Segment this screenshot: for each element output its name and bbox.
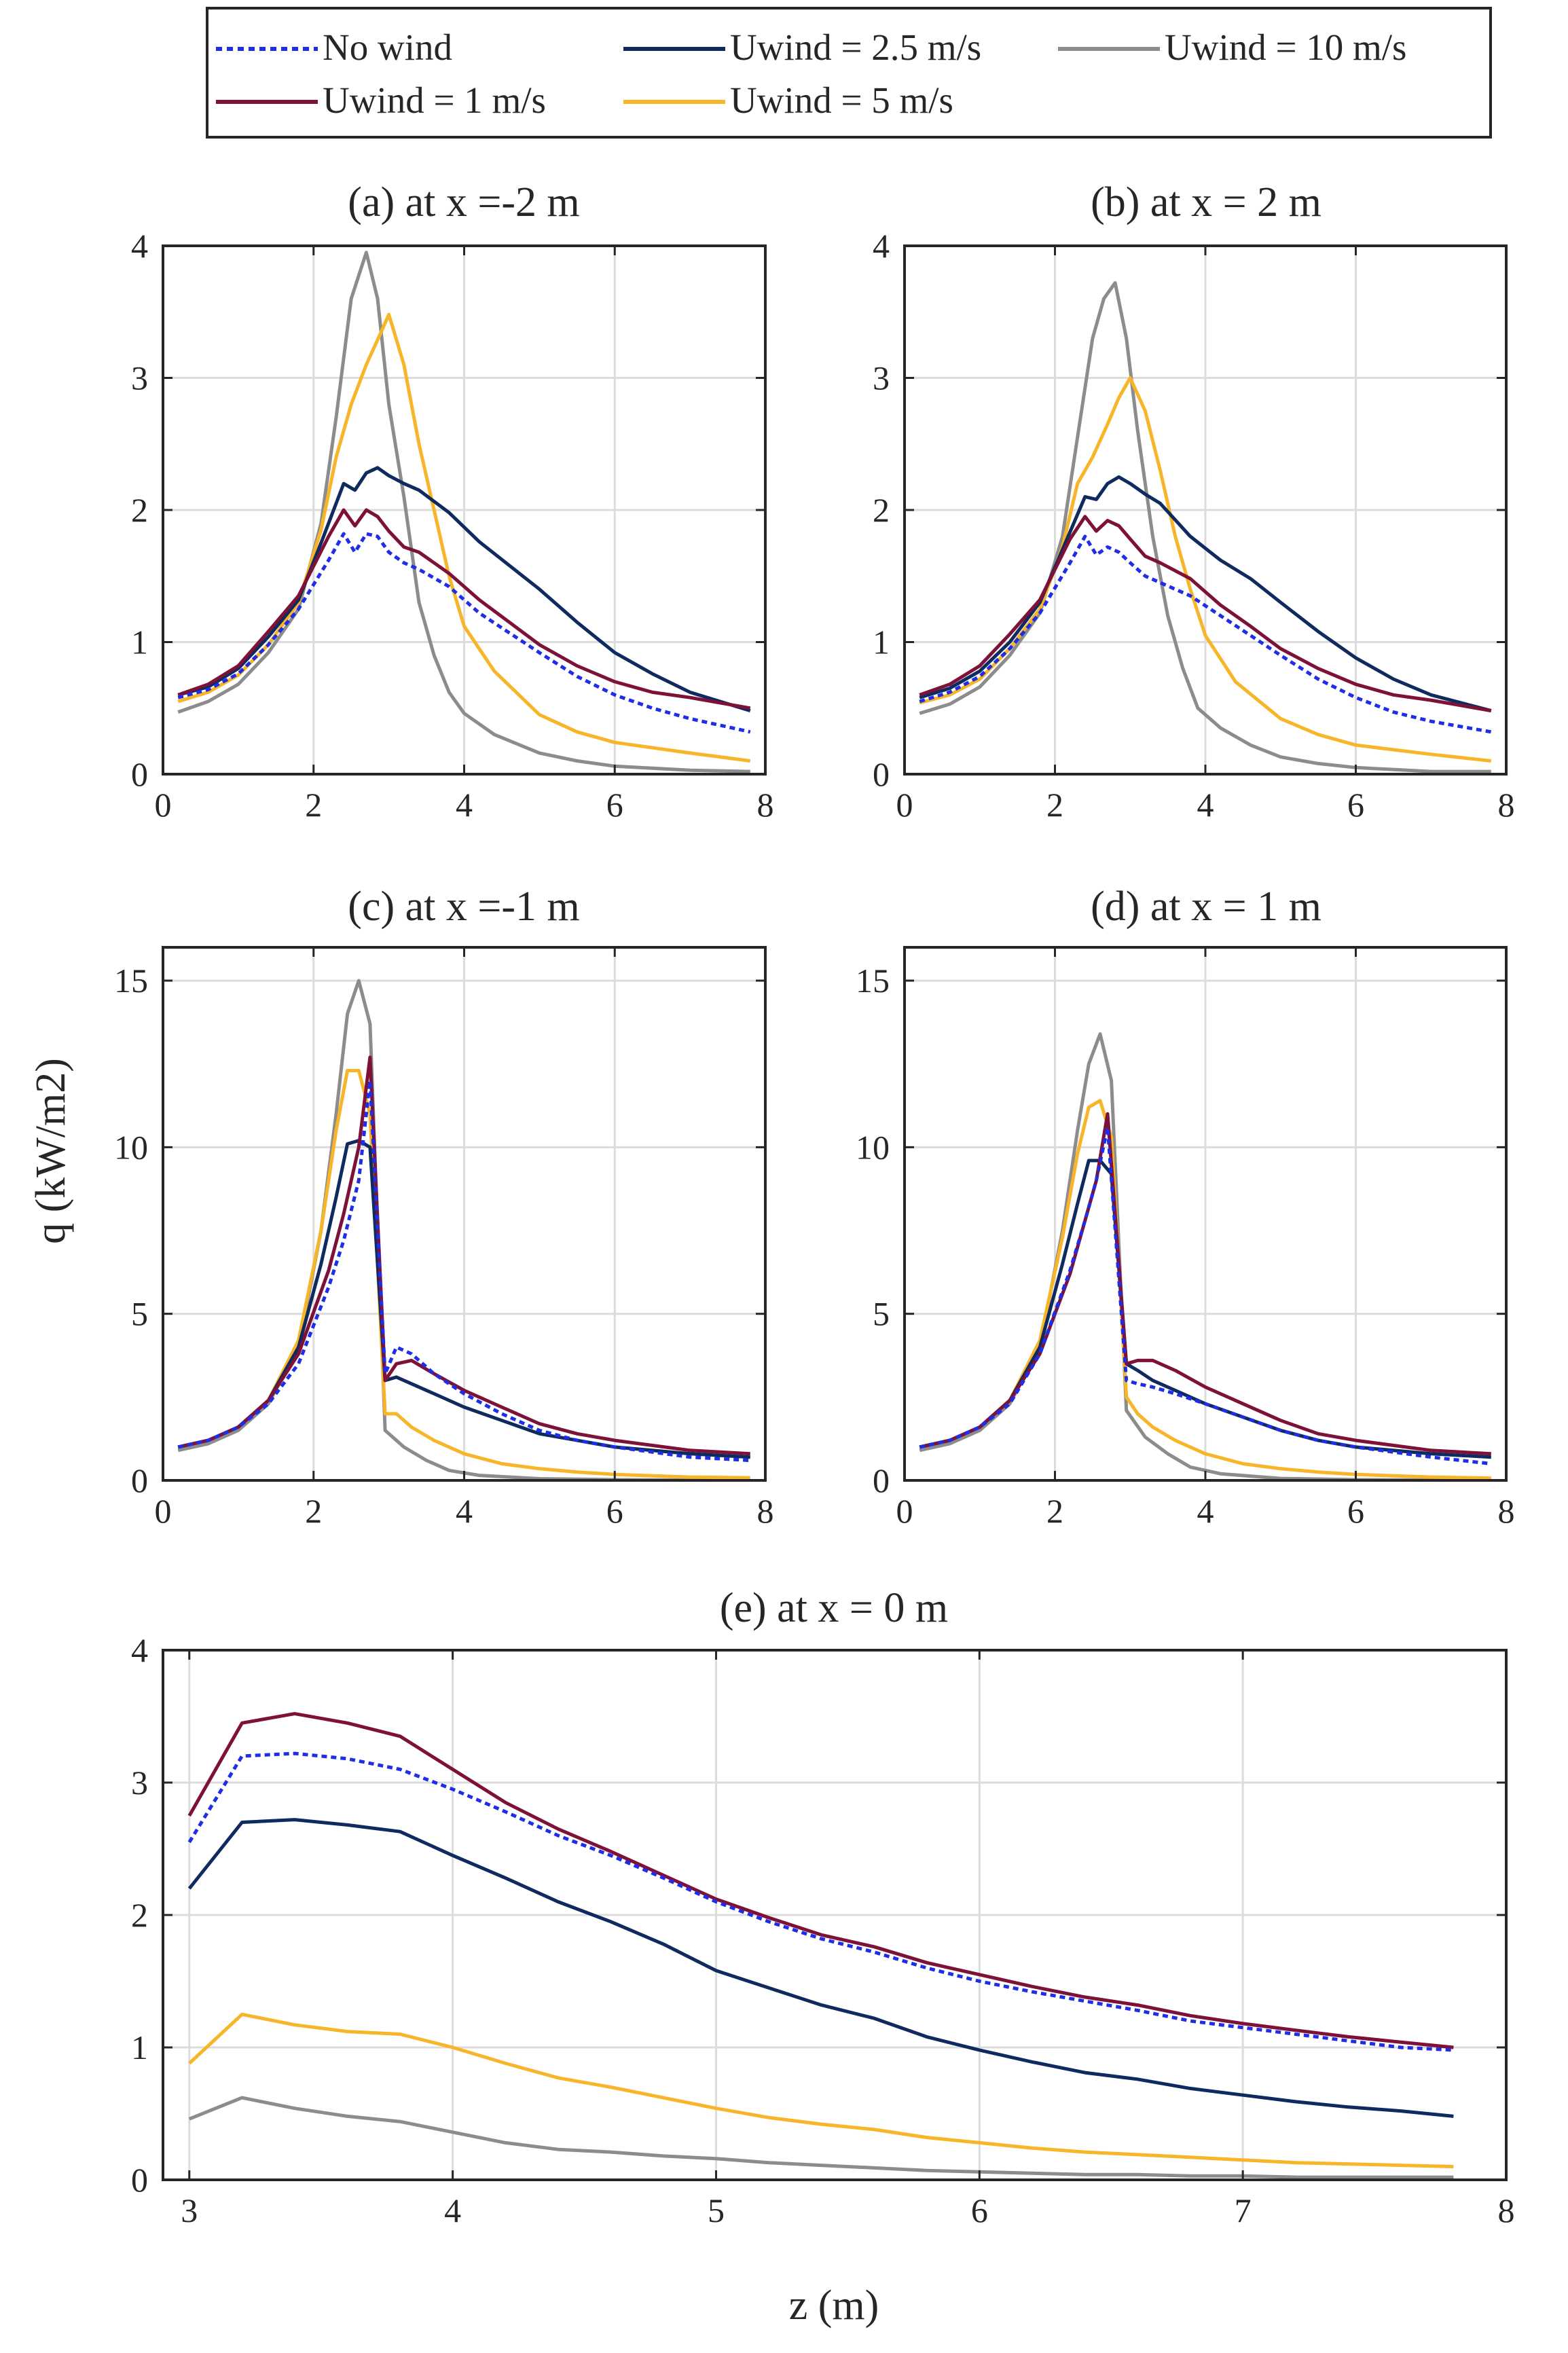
- panel-b: 0 2 4 6 8 0 1 2 3 4: [873, 227, 1515, 824]
- x-tick-label: 6: [606, 1492, 623, 1530]
- y-tick-label: 3: [131, 1764, 148, 1802]
- series-line-uwind-1-m-s: [177, 508, 751, 710]
- series-line-no-wind: [187, 1751, 1454, 2052]
- x-tick-label: 8: [757, 786, 774, 824]
- x-tick-label: 6: [971, 2191, 988, 2229]
- y-tick-label: 2: [131, 491, 148, 529]
- panel-title-b: (b) at x = 2 m: [1091, 179, 1321, 225]
- series-line-no-wind: [177, 1078, 750, 1463]
- panel-title-c: (c) at x =-1 m: [348, 883, 579, 930]
- x-tick-label: 4: [1197, 1492, 1214, 1530]
- x-tick-label: 8: [1498, 2191, 1515, 2229]
- y-tick-label: 15: [856, 962, 890, 1000]
- panel-title-e: (e) at x = 0 m: [720, 1585, 948, 1631]
- y-tick-label: 3: [873, 359, 890, 397]
- x-tick-label: 7: [1235, 2191, 1252, 2229]
- y-tick-label: 0: [131, 755, 148, 793]
- panel-d: 0 2 4 6 8 0 5 10 15: [856, 946, 1515, 1530]
- x-tick-label: 8: [1498, 1492, 1515, 1530]
- series-line-uwind-1-m-s: [919, 515, 1492, 713]
- y-tick-label: 1: [131, 623, 148, 661]
- x-tick-label: 2: [1046, 1492, 1063, 1530]
- x-tick-label: 0: [155, 786, 172, 824]
- x-axis-label: z (m): [789, 2282, 879, 2329]
- x-tick-label: 4: [1197, 786, 1214, 824]
- panel-title-a: (a) at x =-2 m: [348, 179, 579, 225]
- series-line-uwind-5-m-s: [919, 376, 1492, 763]
- legend-label-uwind-1: Uwind = 1 m/s: [323, 79, 546, 121]
- panel-c: 0 2 4 6 8 0 5 10 15: [114, 946, 774, 1530]
- x-tick-label: 0: [896, 1492, 913, 1530]
- series-line-uwind-1-m-s: [177, 1055, 750, 1456]
- y-tick-label: 10: [114, 1128, 148, 1166]
- x-tick-label: 6: [606, 786, 623, 824]
- y-tick-label: 5: [131, 1295, 148, 1333]
- y-tick-label: 1: [131, 2028, 148, 2066]
- y-tick-label: 3: [131, 359, 148, 397]
- x-tick-label: 4: [444, 2191, 461, 2229]
- x-tick-label: 4: [456, 786, 473, 824]
- y-tick-label: 10: [856, 1128, 890, 1166]
- series-line-no-wind: [919, 1125, 1492, 1465]
- series-line-uwind-10-m-s: [177, 251, 750, 773]
- legend: No wind Uwind = 2.5 m/s Uwind = 10 m/s U…: [206, 7, 1492, 139]
- panel-title-d: (d) at x = 1 m: [1091, 883, 1321, 930]
- panel-a: 0 2 4 6 8 0 1 2 3 4: [131, 227, 774, 824]
- legend-label-no-wind: No wind: [323, 26, 452, 68]
- y-tick-label: 0: [131, 1461, 148, 1499]
- series-line-uwind-1-m-s: [187, 1712, 1454, 2049]
- series-line-uwind-2-5-m-s: [177, 466, 751, 712]
- x-tick-label: 3: [181, 2191, 198, 2229]
- panel-e: 3 4 5 6 7 8 0 1 2 3 4: [131, 1631, 1515, 2229]
- y-tick-label: 0: [873, 1461, 890, 1499]
- series-line-no-wind: [177, 532, 751, 734]
- legend-label-uwind-10: Uwind = 10 m/s: [1165, 26, 1406, 68]
- x-tick-label: 2: [305, 786, 322, 824]
- y-tick-label: 0: [131, 2161, 148, 2199]
- x-tick-label: 6: [1347, 1492, 1364, 1530]
- x-tick-label: 6: [1347, 786, 1364, 824]
- y-tick-label: 4: [873, 227, 890, 265]
- x-tick-label: 8: [1498, 786, 1515, 824]
- x-tick-label: 2: [1046, 786, 1063, 824]
- y-axis-label: q (kW/m2): [28, 1058, 74, 1244]
- x-tick-label: 8: [757, 1492, 774, 1530]
- series-line-uwind-2-5-m-s: [919, 475, 1492, 713]
- y-tick-label: 0: [873, 755, 890, 793]
- y-tick-label: 15: [114, 962, 148, 1000]
- x-tick-label: 2: [305, 1492, 322, 1530]
- series-line-no-wind: [919, 534, 1492, 734]
- series-line-uwind-5-m-s: [188, 2012, 1454, 2168]
- series-line-uwind-5-m-s: [177, 312, 751, 763]
- x-tick-label: 0: [155, 1492, 172, 1530]
- y-tick-label: 2: [873, 491, 890, 529]
- series-line-uwind-10-m-s: [177, 979, 750, 1482]
- x-tick-label: 5: [708, 2191, 725, 2229]
- series-line-uwind-10-m-s: [919, 1032, 1491, 1482]
- x-tick-label: 4: [456, 1492, 473, 1530]
- legend-label-uwind-5: Uwind = 5 m/s: [730, 79, 953, 121]
- y-tick-label: 2: [131, 1896, 148, 1934]
- y-tick-label: 5: [873, 1295, 890, 1333]
- y-tick-label: 4: [131, 227, 148, 265]
- y-tick-label: 4: [131, 1631, 148, 1669]
- series-line-uwind-2-5-m-s: [187, 1818, 1454, 2118]
- y-tick-label: 1: [873, 623, 890, 661]
- legend-label-uwind-2-5: Uwind = 2.5 m/s: [730, 26, 981, 68]
- series-line-uwind-1-m-s: [919, 1112, 1491, 1456]
- x-tick-label: 0: [896, 786, 913, 824]
